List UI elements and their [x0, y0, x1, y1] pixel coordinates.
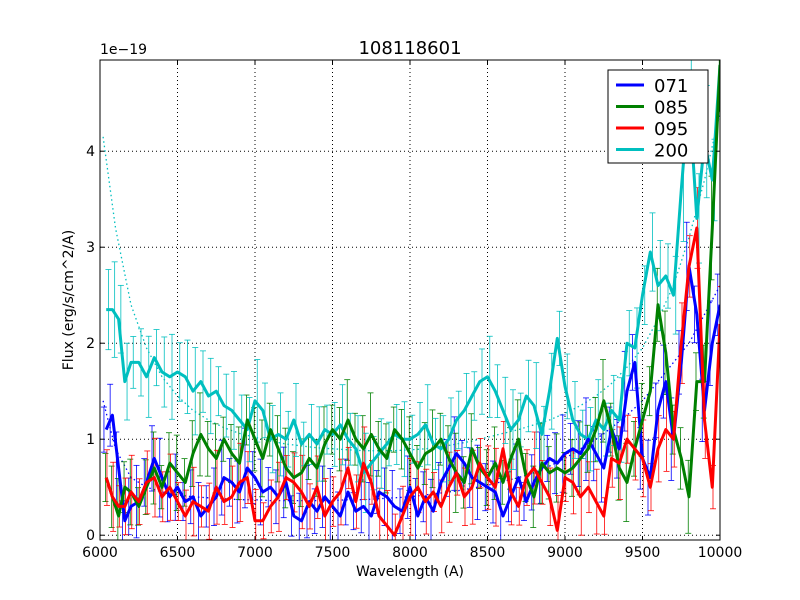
series-line-095 — [104, 226, 720, 537]
legend-label-085: 085 — [654, 98, 688, 119]
y-tick-label: 2 — [86, 336, 95, 352]
series-line-071 — [104, 264, 720, 523]
plot-frame — [99, 59, 721, 541]
y-tick-label: 3 — [86, 240, 95, 256]
x-axis-label: Wavelength (A) — [356, 564, 464, 580]
series-line-200 — [106, 64, 720, 475]
x-tick-label: 9500 — [625, 545, 661, 561]
model-curve — [102, 112, 720, 452]
legend-box — [607, 69, 709, 164]
chart-title: 108118601 — [358, 38, 461, 59]
plot-data — [100, 60, 720, 540]
y-tick-label: 4 — [86, 144, 95, 160]
legend-label-095: 095 — [654, 119, 688, 140]
y-tick-label: 1 — [86, 432, 95, 448]
y-tick-label: 0 — [86, 528, 95, 544]
x-tick-label: 7500 — [315, 545, 351, 561]
x-tick-label: 6500 — [160, 545, 196, 561]
legend-label-071: 071 — [654, 76, 688, 97]
legend-label-200: 200 — [654, 141, 688, 162]
x-tick-label: 10000 — [698, 545, 743, 561]
y-scale-label: 1e−19 — [100, 42, 147, 58]
series-line-085 — [104, 64, 720, 518]
x-tick-label: 7000 — [237, 545, 273, 561]
x-tick-label: 8000 — [392, 545, 428, 561]
x-tick-label: 6000 — [82, 545, 118, 561]
x-tick-label: 8500 — [470, 545, 506, 561]
y-axis-label: Flux (erg/s/cm^2/A) — [61, 230, 77, 370]
axis-ticks: 6000 6500 7000 7500 8000 8500 9000 9500 10000 0 1 2… — [82, 60, 742, 561]
x-tick-label: 9000 — [547, 545, 583, 561]
